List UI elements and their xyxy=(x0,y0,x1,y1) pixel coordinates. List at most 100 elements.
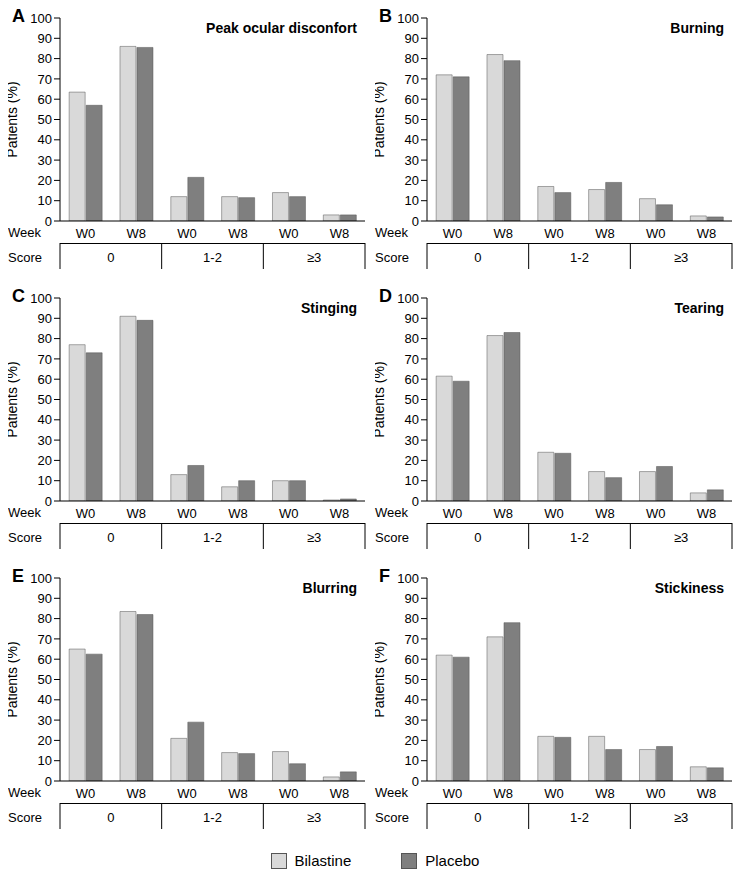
svg-text:0: 0 xyxy=(45,494,52,509)
svg-text:80: 80 xyxy=(38,331,52,346)
svg-text:Score: Score xyxy=(8,530,42,545)
svg-text:70: 70 xyxy=(38,632,52,647)
svg-text:90: 90 xyxy=(405,31,419,46)
svg-text:80: 80 xyxy=(405,611,419,626)
svg-text:60: 60 xyxy=(38,372,52,387)
svg-text:40: 40 xyxy=(38,132,52,147)
svg-text:W0: W0 xyxy=(279,786,299,801)
svg-text:80: 80 xyxy=(38,51,52,66)
svg-text:70: 70 xyxy=(38,72,52,87)
svg-text:W0: W0 xyxy=(544,786,564,801)
svg-text:10: 10 xyxy=(405,473,419,488)
svg-text:100: 100 xyxy=(30,291,52,306)
svg-text:W8: W8 xyxy=(330,506,350,521)
svg-text:0: 0 xyxy=(107,250,114,265)
svg-text:1-2: 1-2 xyxy=(203,810,222,825)
svg-text:≥3: ≥3 xyxy=(674,530,688,545)
svg-text:W8: W8 xyxy=(697,226,717,241)
svg-text:W8: W8 xyxy=(697,506,717,521)
svg-text:70: 70 xyxy=(38,352,52,367)
svg-text:80: 80 xyxy=(38,611,52,626)
svg-text:1-2: 1-2 xyxy=(203,530,222,545)
svg-text:1-2: 1-2 xyxy=(570,530,589,545)
svg-text:30: 30 xyxy=(38,713,52,728)
svg-text:W8: W8 xyxy=(494,226,514,241)
svg-text:70: 70 xyxy=(405,632,419,647)
svg-text:10: 10 xyxy=(405,193,419,208)
svg-text:20: 20 xyxy=(38,733,52,748)
svg-text:50: 50 xyxy=(405,392,419,407)
svg-text:30: 30 xyxy=(38,153,52,168)
svg-text:70: 70 xyxy=(405,352,419,367)
svg-text:≥3: ≥3 xyxy=(307,250,321,265)
svg-text:W8: W8 xyxy=(228,506,248,521)
svg-text:W0: W0 xyxy=(443,506,463,521)
svg-text:40: 40 xyxy=(405,412,419,427)
svg-text:40: 40 xyxy=(38,692,52,707)
svg-text:0: 0 xyxy=(474,530,481,545)
svg-text:W0: W0 xyxy=(544,506,564,521)
svg-text:Patients (%): Patients (%) xyxy=(8,361,20,437)
svg-text:Patients (%): Patients (%) xyxy=(375,361,387,437)
svg-text:100: 100 xyxy=(397,571,419,586)
svg-text:W0: W0 xyxy=(279,226,299,241)
svg-text:100: 100 xyxy=(30,11,52,26)
svg-text:50: 50 xyxy=(405,112,419,127)
svg-text:W8: W8 xyxy=(330,786,350,801)
svg-text:W0: W0 xyxy=(646,226,666,241)
svg-text:Score: Score xyxy=(8,810,42,825)
svg-text:100: 100 xyxy=(397,291,419,306)
svg-text:20: 20 xyxy=(38,453,52,468)
svg-text:W0: W0 xyxy=(76,786,96,801)
svg-text:20: 20 xyxy=(405,453,419,468)
svg-text:W0: W0 xyxy=(443,226,463,241)
svg-text:10: 10 xyxy=(38,753,52,768)
svg-text:70: 70 xyxy=(405,72,419,87)
svg-text:10: 10 xyxy=(405,753,419,768)
svg-text:W0: W0 xyxy=(177,506,197,521)
svg-text:100: 100 xyxy=(30,571,52,586)
svg-text:Score: Score xyxy=(375,250,409,265)
svg-text:W0: W0 xyxy=(646,786,666,801)
svg-text:W0: W0 xyxy=(544,226,564,241)
svg-text:40: 40 xyxy=(405,692,419,707)
svg-text:0: 0 xyxy=(412,774,419,789)
svg-text:Score: Score xyxy=(375,810,409,825)
svg-text:90: 90 xyxy=(405,591,419,606)
svg-text:90: 90 xyxy=(405,311,419,326)
svg-text:20: 20 xyxy=(405,733,419,748)
svg-text:W8: W8 xyxy=(595,226,615,241)
svg-text:50: 50 xyxy=(38,672,52,687)
svg-text:W0: W0 xyxy=(177,226,197,241)
svg-text:1-2: 1-2 xyxy=(203,250,222,265)
svg-text:30: 30 xyxy=(405,433,419,448)
svg-text:W8: W8 xyxy=(228,226,248,241)
svg-text:50: 50 xyxy=(38,392,52,407)
svg-text:1-2: 1-2 xyxy=(570,810,589,825)
svg-text:Score: Score xyxy=(375,530,409,545)
svg-text:90: 90 xyxy=(38,311,52,326)
svg-text:100: 100 xyxy=(397,11,419,26)
svg-text:W8: W8 xyxy=(127,506,147,521)
svg-text:60: 60 xyxy=(38,92,52,107)
svg-text:0: 0 xyxy=(107,530,114,545)
svg-text:W0: W0 xyxy=(76,506,96,521)
svg-text:0: 0 xyxy=(45,214,52,229)
svg-text:30: 30 xyxy=(405,713,419,728)
svg-text:≥3: ≥3 xyxy=(674,250,688,265)
svg-text:0: 0 xyxy=(107,810,114,825)
svg-text:60: 60 xyxy=(405,372,419,387)
svg-text:W0: W0 xyxy=(279,506,299,521)
svg-text:W8: W8 xyxy=(494,506,514,521)
svg-text:50: 50 xyxy=(405,672,419,687)
svg-text:0: 0 xyxy=(412,494,419,509)
svg-text:30: 30 xyxy=(38,433,52,448)
svg-text:10: 10 xyxy=(38,193,52,208)
svg-text:80: 80 xyxy=(405,331,419,346)
svg-text:Patients (%): Patients (%) xyxy=(8,641,20,717)
svg-text:30: 30 xyxy=(405,153,419,168)
svg-text:W8: W8 xyxy=(330,226,350,241)
svg-text:Patients (%): Patients (%) xyxy=(375,81,387,157)
svg-text:90: 90 xyxy=(38,591,52,606)
svg-text:≥3: ≥3 xyxy=(307,810,321,825)
